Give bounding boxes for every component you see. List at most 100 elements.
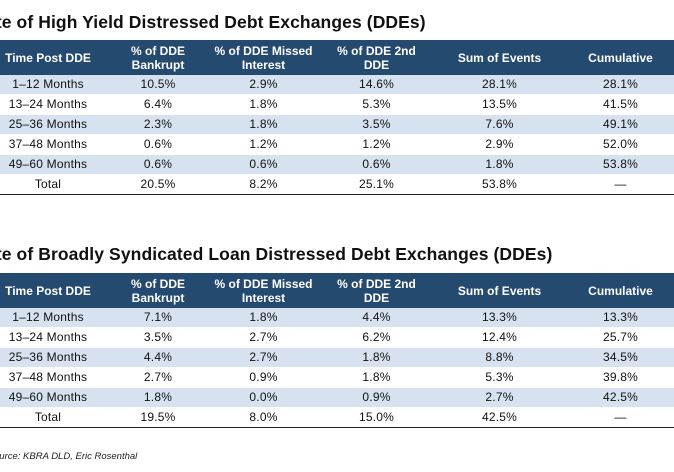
cell-2nd-dde: 15.0% [321,407,432,428]
cell-period: 49–60 Months [0,154,110,175]
cell-bankrupt: 7.1% [110,308,206,328]
cell-missed-interest: 1.8% [206,94,321,115]
cell-bankrupt: 0.6% [110,154,206,175]
cell-missed-interest: 0.9% [206,367,321,388]
cell-sum-of-events: 13.5% [432,94,567,115]
cell-2nd-dde: 3.5% [321,114,432,135]
cell-cumulative: 13.3% [567,308,674,328]
cell-period: 37–48 Months [0,134,110,155]
cell-missed-interest: 2.7% [206,347,321,368]
cell-cumulative: 39.8% [567,367,674,388]
col-header-pct-missed-interest: % of DDE Missed Interest [206,273,321,308]
cell-missed-interest: 2.9% [206,75,321,95]
cell-sum-of-events: 53.8% [432,174,567,195]
col-header-cumulative: Cumulative [567,40,674,75]
cell-period: 25–36 Months [0,347,110,368]
table-total-row: Total 19.5% 8.0% 15.0% 42.5% — [0,407,674,428]
cell-cumulative: 34.5% [567,347,674,368]
cell-missed-interest: 1.2% [206,134,321,155]
cell-bankrupt: 2.7% [110,367,206,388]
cell-cumulative: 49.1% [567,114,674,135]
cell-bankrupt: 2.3% [110,114,206,135]
source-note: ource: KBRA DLD, Eric Rosenthal [0,451,138,462]
col-header-time-post-dde: Time Post DDE [0,40,110,75]
cell-period: 1–12 Months [0,75,110,95]
cell-2nd-dde: 6.2% [321,327,432,348]
cell-period: 1–12 Months [0,308,110,328]
col-header-pct-missed-interest: % of DDE Missed Interest [206,40,321,75]
col-header-pct-bankrupt: % of DDE Bankrupt [110,40,206,75]
col-header-pct-2nd-dde: % of DDE 2nd DDE [321,273,432,308]
table-row: 49–60 Months 1.8% 0.0% 0.9% 2.7% 42.5% [0,387,674,408]
cell-period: 13–24 Months [0,327,110,348]
table-header-row: Time Post DDE % of DDE Bankrupt % of DDE… [0,273,674,308]
cell-bankrupt: 4.4% [110,347,206,368]
table-row: 49–60 Months 0.6% 0.6% 0.6% 1.8% 53.8% [0,154,674,175]
cell-sum-of-events: 7.6% [432,114,567,135]
cell-2nd-dde: 14.6% [321,75,432,95]
cell-cumulative: — [567,407,674,428]
cell-sum-of-events: 13.3% [432,308,567,328]
cell-cumulative: 41.5% [567,94,674,115]
cell-sum-of-events: 1.8% [432,154,567,175]
cell-2nd-dde: 1.8% [321,347,432,368]
bsl-dde-table: Time Post DDE % of DDE Bankrupt % of DDE… [0,273,674,428]
cell-bankrupt: 20.5% [110,174,206,195]
cell-period: 25–36 Months [0,114,110,135]
table-row: 25–36 Months 2.3% 1.8% 3.5% 7.6% 49.1% [0,114,674,135]
table-row: 1–12 Months 7.1% 1.8% 4.4% 13.3% 13.3% [0,308,674,328]
cell-period: 37–48 Months [0,367,110,388]
cell-2nd-dde: 5.3% [321,94,432,115]
col-header-sum-of-events: Sum of Events [432,273,567,308]
cell-cumulative: 28.1% [567,75,674,95]
cell-2nd-dde: 1.2% [321,134,432,155]
cell-missed-interest: 8.0% [206,407,321,428]
cell-2nd-dde: 0.9% [321,387,432,408]
cell-bankrupt: 10.5% [110,75,206,95]
cell-2nd-dde: 4.4% [321,308,432,328]
col-header-pct-2nd-dde: % of DDE 2nd DDE [321,40,432,75]
cell-cumulative: — [567,174,674,195]
cell-cumulative: 53.8% [567,154,674,175]
cell-sum-of-events: 8.8% [432,347,567,368]
cell-missed-interest: 8.2% [206,174,321,195]
table-total-row: Total 20.5% 8.2% 25.1% 53.8% — [0,174,674,195]
col-header-cumulative: Cumulative [567,273,674,308]
cell-sum-of-events: 2.9% [432,134,567,155]
cell-period: 49–60 Months [0,387,110,408]
cell-period: 13–24 Months [0,94,110,115]
cell-sum-of-events: 2.7% [432,387,567,408]
cell-sum-of-events: 42.5% [432,407,567,428]
table-row: 37–48 Months 2.7% 0.9% 1.8% 5.3% 39.8% [0,367,674,388]
table-row: 13–24 Months 6.4% 1.8% 5.3% 13.5% 41.5% [0,94,674,115]
cell-bankrupt: 0.6% [110,134,206,155]
high-yield-table-title: ate of High Yield Distressed Debt Exchan… [0,12,426,32]
cell-2nd-dde: 25.1% [321,174,432,195]
cell-missed-interest: 2.7% [206,327,321,348]
cell-period: Total [0,407,110,428]
cell-cumulative: 25.7% [567,327,674,348]
cell-bankrupt: 1.8% [110,387,206,408]
cell-sum-of-events: 28.1% [432,75,567,95]
col-header-pct-bankrupt: % of DDE Bankrupt [110,273,206,308]
cell-bankrupt: 3.5% [110,327,206,348]
cell-missed-interest: 0.0% [206,387,321,408]
cell-sum-of-events: 5.3% [432,367,567,388]
cell-missed-interest: 1.8% [206,114,321,135]
table-header-row: Time Post DDE % of DDE Bankrupt % of DDE… [0,40,674,75]
cell-missed-interest: 1.8% [206,308,321,328]
cell-bankrupt: 6.4% [110,94,206,115]
cell-2nd-dde: 0.6% [321,154,432,175]
cell-bankrupt: 19.5% [110,407,206,428]
cell-cumulative: 52.0% [567,134,674,155]
col-header-time-post-dde: Time Post DDE [0,273,110,308]
bsl-table-title: ate of Broadly Syndicated Loan Distresse… [0,244,553,264]
cell-missed-interest: 0.6% [206,154,321,175]
table-row: 25–36 Months 4.4% 2.7% 1.8% 8.8% 34.5% [0,347,674,368]
cell-cumulative: 42.5% [567,387,674,408]
table-row: 13–24 Months 3.5% 2.7% 6.2% 12.4% 25.7% [0,327,674,348]
cell-period: Total [0,174,110,195]
col-header-sum-of-events: Sum of Events [432,40,567,75]
table-row: 1–12 Months 10.5% 2.9% 14.6% 28.1% 28.1% [0,75,674,95]
table-row: 37–48 Months 0.6% 1.2% 1.2% 2.9% 52.0% [0,134,674,155]
